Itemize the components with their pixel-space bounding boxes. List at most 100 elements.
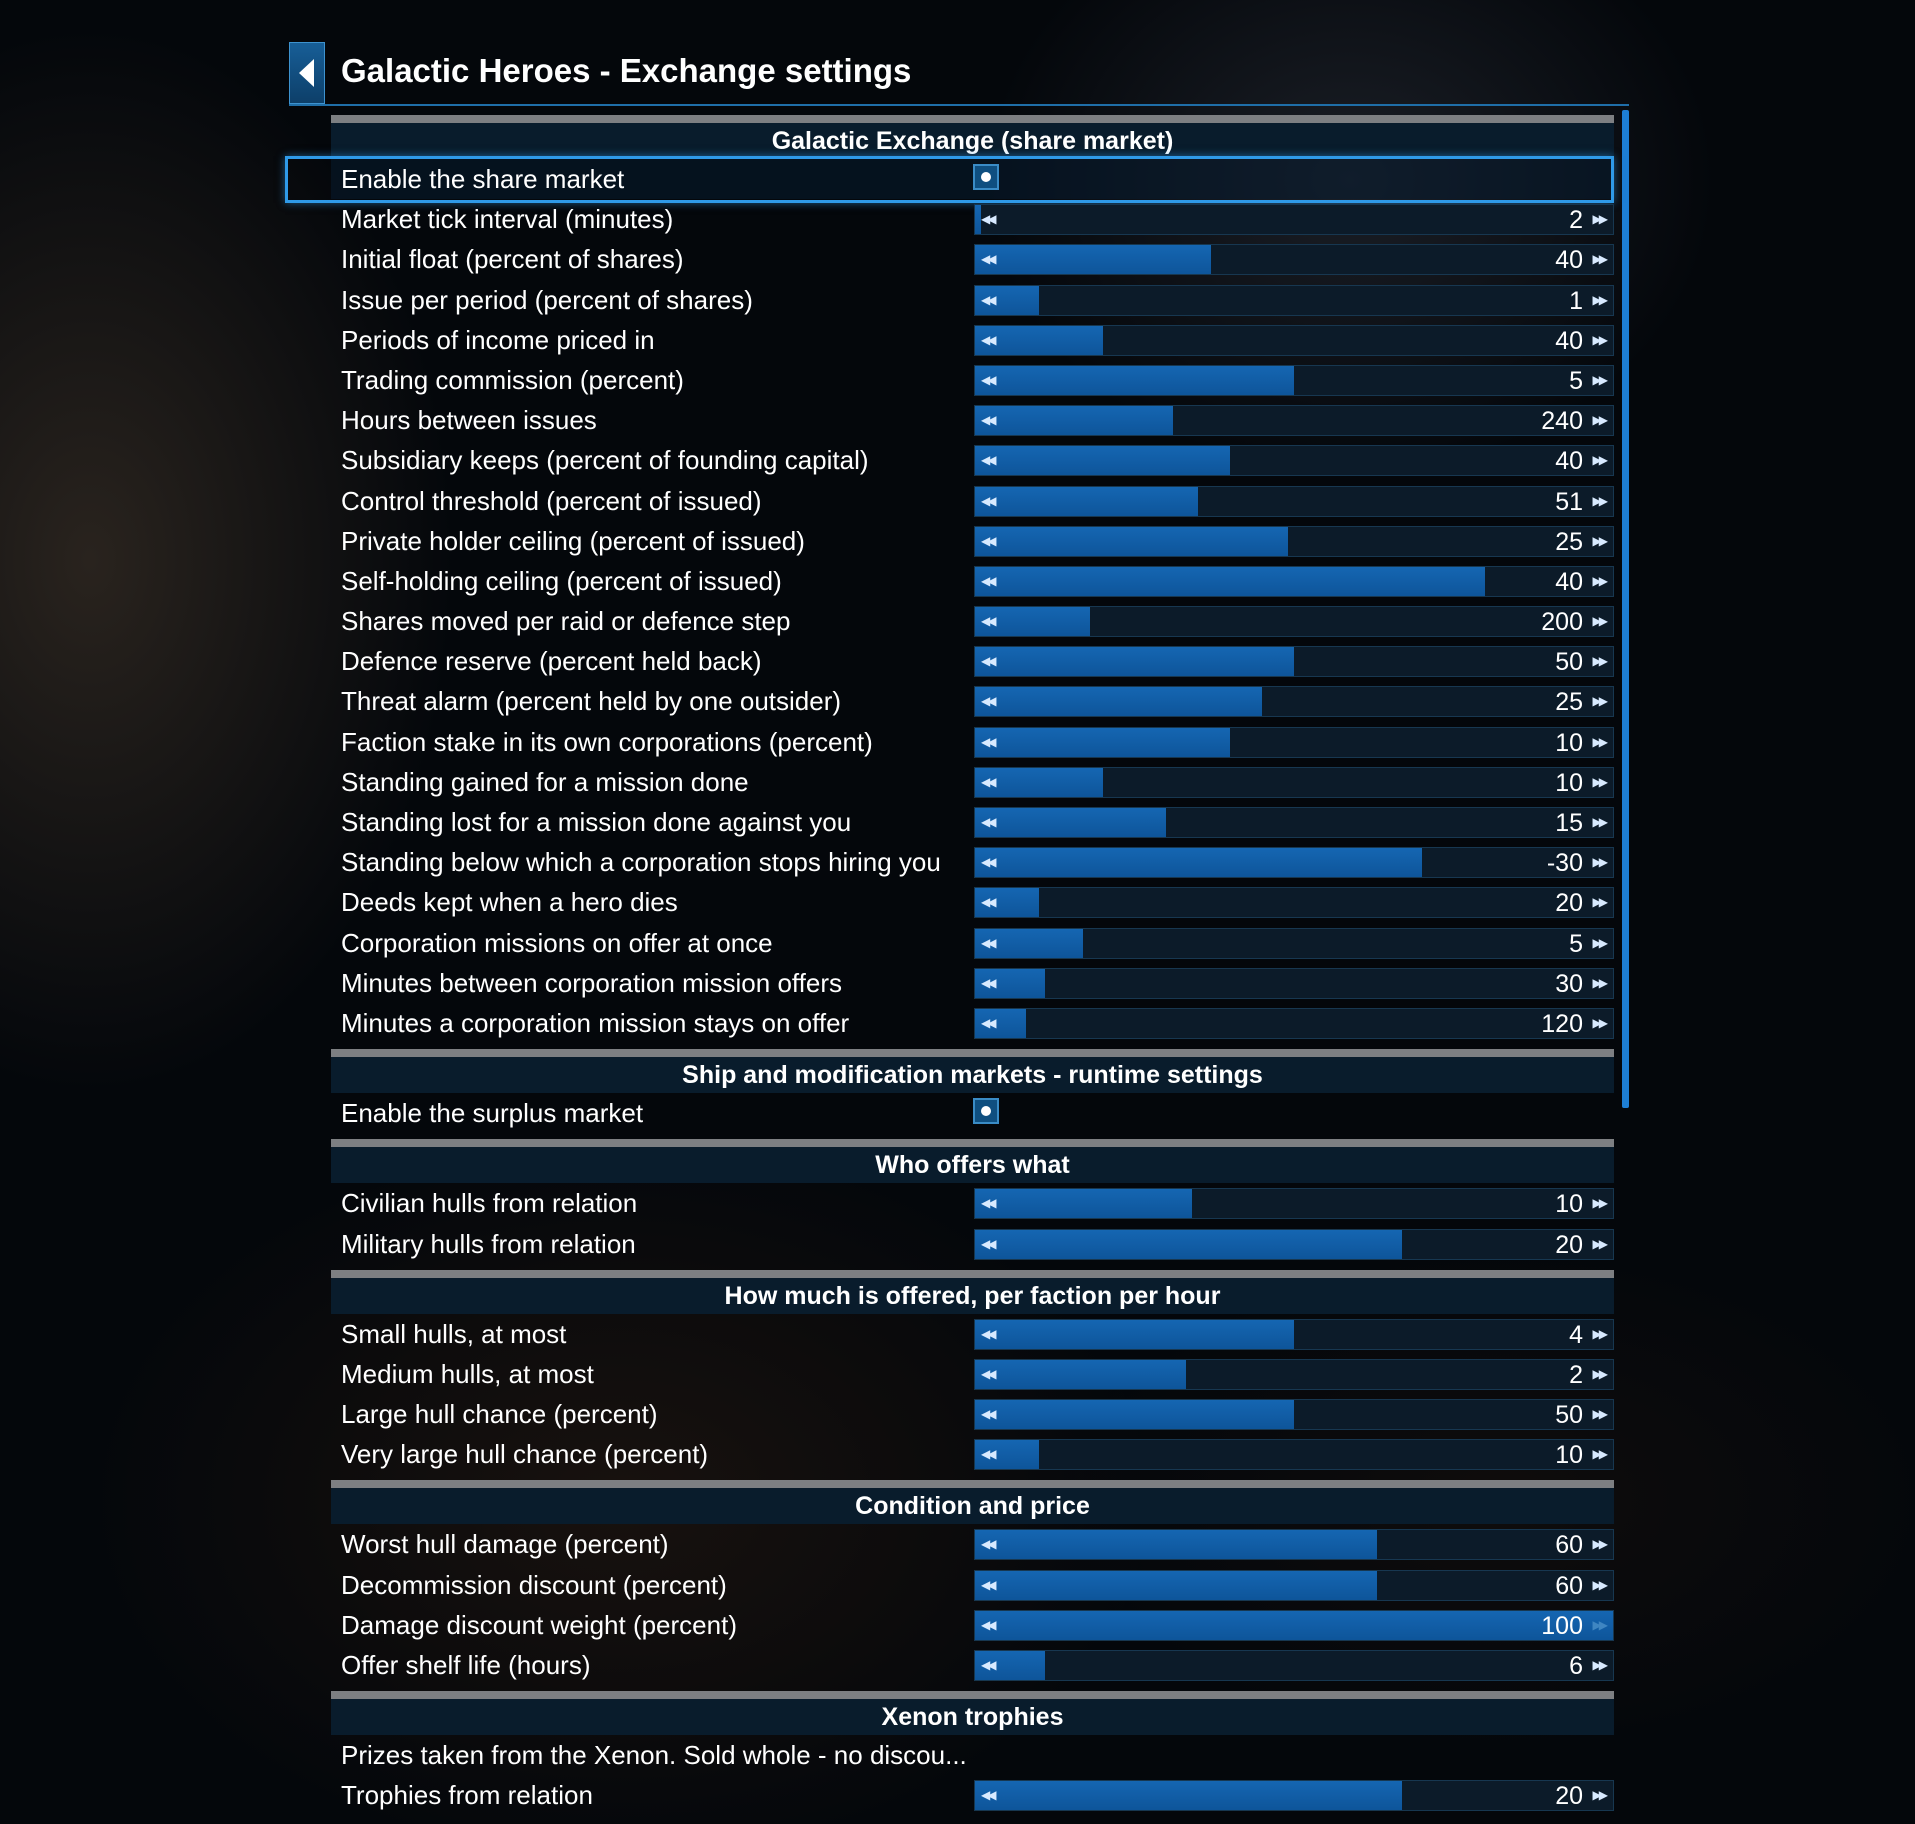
double-right-arrow-icon[interactable]: ▶▶	[1592, 654, 1609, 669]
setting-row-minutes-between-corporation-mission-offe[interactable]: Minutes between corporation mission offe…	[331, 963, 1614, 1003]
value-slider[interactable]: ◀◀ 40 ▶▶	[974, 445, 1614, 477]
value-slider[interactable]: ◀◀ 2 ▶▶	[974, 1358, 1614, 1390]
double-right-arrow-icon[interactable]: ▶▶	[1592, 694, 1609, 709]
double-left-arrow-icon[interactable]: ◀◀	[981, 895, 997, 910]
double-right-arrow-icon[interactable]: ▶▶	[1592, 1366, 1609, 1381]
double-left-arrow-icon[interactable]: ◀◀	[981, 1658, 997, 1672]
setting-row-trading-commission-percent[interactable]: Trading commission (percent) ◀◀ 5 ▶▶	[331, 360, 1614, 400]
double-left-arrow-icon[interactable]: ◀◀	[981, 1326, 997, 1341]
value-slider[interactable]: ◀◀ 15 ▶▶	[974, 807, 1614, 838]
double-right-arrow-icon[interactable]: ▶▶	[1592, 1236, 1609, 1251]
value-slider[interactable]: ◀◀ 10 ▶▶	[974, 726, 1614, 758]
value-slider[interactable]: ◀◀ 40 ▶▶	[974, 565, 1614, 597]
value-slider[interactable]: ◀◀ 20 ▶▶	[974, 1780, 1614, 1812]
setting-row-hours-between-issues[interactable]: Hours between issues ◀◀ 240 ▶▶	[331, 400, 1614, 440]
setting-row-initial-float-percent-of-shares[interactable]: Initial float (percent of shares) ◀◀ 40 ▶▶	[331, 239, 1614, 279]
double-right-arrow-icon[interactable]: ▶▶	[1592, 855, 1609, 870]
double-right-arrow-icon[interactable]: ▶▶	[1592, 815, 1609, 829]
double-left-arrow-icon[interactable]: ◀◀	[981, 413, 997, 428]
value-slider[interactable]: ◀◀ 5 ▶▶	[974, 927, 1614, 959]
setting-row-very-large-hull-chance-percent[interactable]: Very large hull chance (percent) ◀◀ 10 ▶▶	[331, 1434, 1614, 1474]
setting-row-corporation-missions-on-offer-at-once[interactable]: Corporation missions on offer at once ◀◀ 5…	[331, 923, 1614, 963]
double-left-arrow-icon[interactable]: ◀◀	[981, 614, 997, 629]
double-right-arrow-icon[interactable]: ▶▶	[1592, 895, 1609, 910]
value-slider[interactable]: ◀◀ 50 ▶▶	[974, 1399, 1614, 1431]
value-slider[interactable]: ◀◀ 4 ▶▶	[974, 1318, 1614, 1350]
setting-row-small-hulls-at-most[interactable]: Small hulls, at most ◀◀ 4 ▶▶	[331, 1314, 1614, 1354]
setting-row-periods-of-income-priced-in[interactable]: Periods of income priced in ◀◀ 40 ▶▶	[331, 320, 1614, 360]
scrollbar[interactable]	[1622, 110, 1629, 1108]
setting-row-minutes-a-corporation-mission-stays-on-o[interactable]: Minutes a corporation mission stays on o…	[331, 1003, 1614, 1043]
value-slider[interactable]: ◀◀ 5 ▶▶	[974, 364, 1614, 396]
setting-row-threat-alarm-percent-held-by-one-outside[interactable]: Threat alarm (percent held by one outsid…	[331, 681, 1614, 721]
setting-row-trophies-from-relation[interactable]: Trophies from relation ◀◀ 20 ▶▶	[331, 1775, 1614, 1815]
value-slider[interactable]: ◀◀ 40 ▶▶	[974, 324, 1614, 356]
double-left-arrow-icon[interactable]: ◀◀	[981, 774, 997, 789]
double-right-arrow-icon[interactable]: ▶▶	[1592, 975, 1609, 990]
double-right-arrow-icon[interactable]: ▶▶	[1592, 372, 1609, 387]
double-left-arrow-icon[interactable]: ◀◀	[981, 212, 997, 227]
value-slider[interactable]: ◀◀ 10 ▶▶	[974, 1439, 1614, 1471]
double-right-arrow-icon[interactable]: ▶▶	[1592, 292, 1609, 307]
double-left-arrow-icon[interactable]: ◀◀	[981, 935, 997, 950]
setting-row-control-threshold-percent-of-issued[interactable]: Control threshold (percent of issued) ◀◀ 5…	[331, 481, 1614, 521]
setting-row-decommission-discount-percent[interactable]: Decommission discount (percent) ◀◀ 60 ▶▶	[331, 1565, 1614, 1605]
double-right-arrow-icon[interactable]: ▶▶	[1592, 1326, 1609, 1341]
value-slider[interactable]: ◀◀ 240 ▶▶	[974, 405, 1614, 437]
double-right-arrow-icon[interactable]: ▶▶	[1592, 1617, 1609, 1632]
double-right-arrow-icon[interactable]: ▶▶	[1592, 614, 1609, 629]
setting-row-private-holder-ceiling-percent-of-issued[interactable]: Private holder ceiling (percent of issue…	[331, 521, 1614, 561]
double-right-arrow-icon[interactable]: ▶▶	[1592, 1577, 1609, 1592]
double-right-arrow-icon[interactable]: ▶▶	[1592, 493, 1609, 508]
setting-row-issue-per-period-percent-of-shares[interactable]: Issue per period (percent of shares) ◀◀ 1 ▶…	[331, 280, 1614, 320]
double-left-arrow-icon[interactable]: ◀◀	[981, 975, 997, 990]
double-right-arrow-icon[interactable]: ▶▶	[1592, 1407, 1609, 1422]
value-slider[interactable]: ◀◀ 10 ▶▶	[974, 1188, 1614, 1220]
setting-row-market-tick-interval-minutes[interactable]: Market tick interval (minutes) ◀◀ 2 ▶▶	[331, 199, 1614, 239]
value-slider[interactable]: ◀◀ 2 ▶▶	[974, 204, 1614, 236]
double-left-arrow-icon[interactable]: ◀◀	[981, 493, 997, 508]
double-right-arrow-icon[interactable]: ▶▶	[1592, 734, 1609, 749]
setting-row-worst-hull-damage-percent[interactable]: Worst hull damage (percent) ◀◀ 60 ▶▶	[331, 1524, 1614, 1564]
double-left-arrow-icon[interactable]: ◀◀	[981, 1577, 997, 1592]
back-button[interactable]	[289, 42, 325, 104]
double-right-arrow-icon[interactable]: ▶▶	[1592, 453, 1609, 468]
setting-row-shares-moved-per-raid-or-defence-step[interactable]: Shares moved per raid or defence step ◀◀ 2…	[331, 601, 1614, 641]
value-slider[interactable]: ◀◀ 20 ▶▶	[974, 1228, 1614, 1260]
double-left-arrow-icon[interactable]: ◀◀	[981, 1015, 997, 1030]
value-slider[interactable]: ◀◀ 30 ▶▶	[974, 967, 1614, 999]
double-left-arrow-icon[interactable]: ◀◀	[981, 694, 997, 709]
double-left-arrow-icon[interactable]: ◀◀	[981, 332, 997, 347]
double-left-arrow-icon[interactable]: ◀◀	[981, 252, 997, 267]
setting-row-large-hull-chance-percent[interactable]: Large hull chance (percent) ◀◀ 50 ▶▶	[331, 1394, 1614, 1434]
value-slider[interactable]: ◀◀ 51 ▶▶	[974, 485, 1614, 517]
double-left-arrow-icon[interactable]: ◀◀	[981, 1617, 997, 1632]
double-left-arrow-icon[interactable]: ◀◀	[981, 734, 997, 749]
setting-row-self-holding-ceiling-percent-of-issued[interactable]: Self-holding ceiling (percent of issued)…	[331, 561, 1614, 601]
value-slider[interactable]: ◀◀ 25 ▶▶	[974, 525, 1614, 557]
setting-row-medium-hulls-at-most[interactable]: Medium hulls, at most ◀◀ 2 ▶▶	[331, 1354, 1614, 1394]
value-slider[interactable]: ◀◀ 100 ▶▶	[974, 1609, 1614, 1641]
double-right-arrow-icon[interactable]: ▶▶	[1592, 332, 1609, 347]
double-right-arrow-icon[interactable]: ▶▶	[1592, 1015, 1609, 1030]
double-right-arrow-icon[interactable]: ▶▶	[1592, 252, 1609, 267]
setting-row-damage-discount-weight-percent[interactable]: Damage discount weight (percent) ◀◀ 100 ▶▶	[331, 1605, 1614, 1645]
double-left-arrow-icon[interactable]: ◀◀	[981, 1788, 997, 1803]
double-right-arrow-icon[interactable]: ▶▶	[1592, 533, 1609, 548]
setting-row-defence-reserve-percent-held-back[interactable]: Defence reserve (percent held back) ◀◀ 50 ▶…	[331, 641, 1614, 681]
double-left-arrow-icon[interactable]: ◀◀	[981, 1537, 997, 1552]
value-slider[interactable]: ◀◀ 200 ▶▶	[974, 606, 1614, 638]
setting-row-military-hulls-from-relation[interactable]: Military hulls from relation ◀◀ 20 ▶▶	[331, 1224, 1614, 1264]
setting-row-standing-below-which-a-corporation-stops[interactable]: Standing below which a corporation stops…	[331, 842, 1614, 882]
double-right-arrow-icon[interactable]: ▶▶	[1592, 774, 1609, 789]
value-slider[interactable]: ◀◀ 60 ▶▶	[974, 1529, 1614, 1561]
double-left-arrow-icon[interactable]: ◀◀	[981, 1407, 997, 1422]
value-slider[interactable]: ◀◀ 40 ▶▶	[974, 244, 1614, 276]
double-left-arrow-icon[interactable]: ◀◀	[981, 654, 997, 669]
double-right-arrow-icon[interactable]: ▶▶	[1592, 1658, 1609, 1672]
double-left-arrow-icon[interactable]: ◀◀	[981, 573, 997, 588]
setting-row-offer-shelf-life-hours[interactable]: Offer shelf life (hours) ◀◀ 6 ▶▶	[331, 1645, 1614, 1685]
double-left-arrow-icon[interactable]: ◀◀	[981, 855, 997, 870]
double-right-arrow-icon[interactable]: ▶▶	[1592, 1788, 1609, 1803]
setting-row-enable-the-surplus-market[interactable]: Enable the surplus market	[331, 1093, 1614, 1133]
